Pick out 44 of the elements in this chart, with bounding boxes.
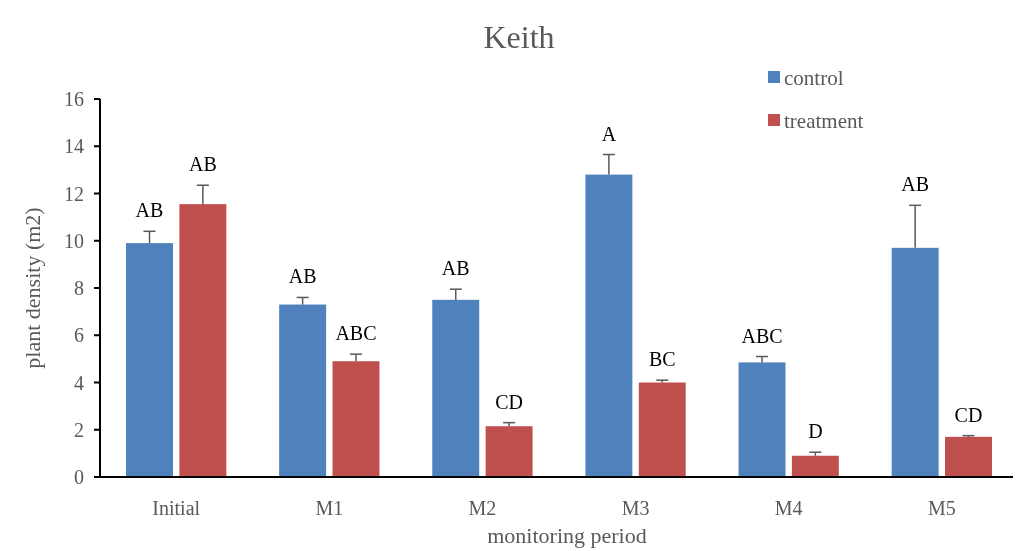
data-label: AB: [441, 257, 470, 280]
x-tick-label: M4: [774, 497, 803, 519]
data-label: AB: [901, 173, 930, 196]
legend-label: control: [784, 66, 844, 91]
y-tick-label: 10: [64, 229, 84, 252]
bar: [126, 243, 173, 477]
y-tick-label: 8: [74, 277, 84, 299]
x-tick-label: Initial: [152, 497, 201, 519]
bar: [638, 382, 686, 477]
y-tick-label: 0: [74, 466, 84, 488]
bar: [485, 426, 533, 477]
y-axis-title: plant density (m2): [20, 207, 45, 369]
bar: [585, 174, 633, 477]
data-label: AB: [288, 265, 317, 288]
x-tick-label: M5: [927, 497, 956, 519]
chart-title: Keith: [483, 19, 555, 55]
y-tick-label: 6: [74, 324, 84, 347]
bar: [179, 204, 227, 477]
data-label: BC: [648, 348, 676, 371]
data-label: ABC: [741, 324, 783, 347]
data-label: A: [601, 122, 617, 145]
bar: [738, 362, 786, 477]
bar: [891, 247, 939, 477]
y-tick-label: 12: [64, 182, 84, 205]
bar: [332, 361, 380, 477]
x-axis-title: monitoring period: [487, 523, 647, 548]
y-tick-label: 16: [64, 88, 84, 110]
data-label: AB: [188, 153, 217, 176]
x-tick-label: M2: [468, 497, 497, 519]
data-label: ABC: [335, 322, 377, 345]
x-tick-label: M1: [315, 497, 344, 519]
bar: [791, 455, 839, 477]
data-label: CD: [954, 403, 983, 426]
bar: [279, 304, 327, 477]
data-label: CD: [495, 390, 524, 413]
x-tick-label: M3: [621, 497, 650, 519]
y-tick-label: 14: [64, 135, 84, 158]
y-tick-label: 4: [74, 371, 84, 394]
legend-label: treatment: [784, 109, 864, 134]
data-label: AB: [135, 199, 164, 222]
data-label: D: [808, 420, 823, 443]
bar: [945, 436, 992, 477]
y-tick-label: 2: [74, 418, 84, 441]
bar: [432, 299, 480, 477]
